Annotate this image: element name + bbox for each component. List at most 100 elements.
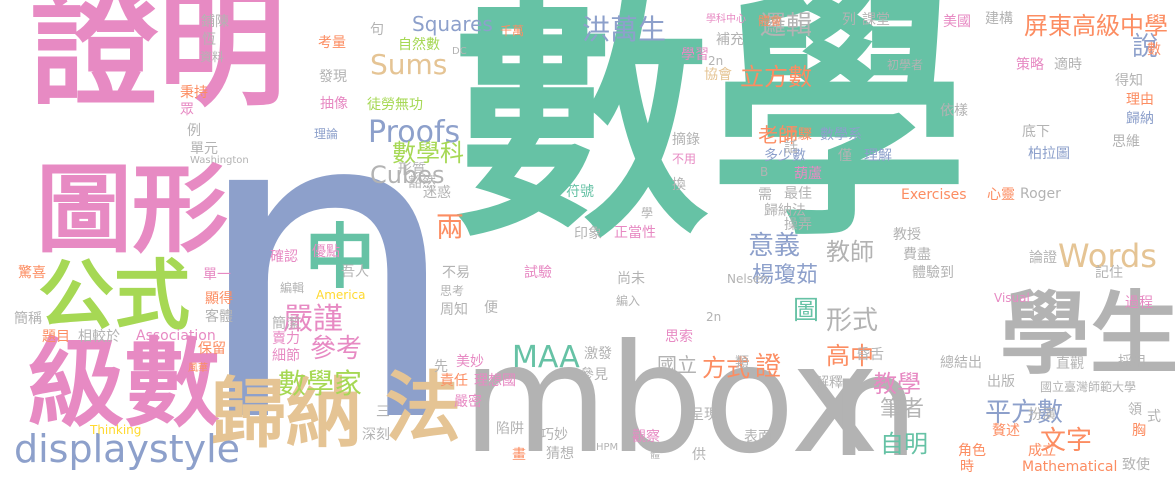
word-95: 豁然: [408, 175, 436, 191]
word-119: 體驗到: [912, 265, 954, 281]
word-94: 形質: [398, 162, 426, 178]
word-34: 國立: [657, 353, 697, 377]
word-120: 記住: [1095, 265, 1123, 281]
word-130: 便: [484, 300, 498, 316]
word-168: 深刻: [362, 427, 390, 443]
word-3: mbox: [462, 313, 880, 482]
word-98: 換: [672, 177, 686, 193]
word-12: displaystyle: [14, 427, 241, 471]
word-154: 責任: [440, 373, 468, 389]
word-109: 論證: [1029, 250, 1057, 266]
word-87: 恆: [202, 32, 216, 48]
word-96: 迷惑: [423, 185, 451, 201]
word-97: 符號: [566, 184, 594, 200]
word-63: 得知: [1115, 73, 1143, 89]
word-25: 參考: [310, 334, 363, 364]
word-175: 呈現: [690, 407, 718, 423]
word-2: 證明: [30, 0, 287, 124]
word-126: 編輯: [280, 281, 305, 295]
word-132: 簡潔: [272, 316, 300, 332]
word-16: Sums: [370, 48, 448, 81]
word-42: 老師: [758, 123, 798, 147]
word-32: 教學: [873, 370, 921, 398]
word-118: Nelsen: [727, 272, 768, 286]
word-10: 法: [385, 363, 461, 452]
word-146: 總結出: [940, 355, 982, 371]
word-92: 單元: [190, 141, 218, 157]
word-100: 正當性: [614, 225, 656, 241]
word-33: 方式: [702, 354, 750, 382]
word-72: 底下: [1022, 124, 1050, 140]
word-159: 式: [1147, 409, 1161, 425]
word-145: 昏舌: [856, 347, 884, 363]
word-56: 列: [842, 12, 856, 28]
word-18: 邏輯: [760, 11, 813, 41]
word-54: 體會: [758, 14, 783, 28]
word-29: Words: [1058, 237, 1157, 275]
word-90: 眾: [180, 102, 194, 118]
word-8: 歸納: [210, 369, 362, 458]
word-115: 不易: [442, 265, 470, 281]
word-105: 心靈: [987, 187, 1015, 203]
word-152: 理想國: [474, 373, 516, 389]
word-156: 解釋: [815, 375, 843, 391]
word-31: 高中: [826, 342, 874, 370]
word-64: 理由: [1126, 92, 1154, 108]
word-41: 證: [755, 352, 782, 382]
word-164: 致使: [1122, 457, 1150, 473]
word-81: B: [760, 165, 769, 179]
word-83: 補充: [716, 32, 744, 48]
word-102: 歸納法: [764, 203, 806, 219]
word-108: 費盡: [903, 247, 931, 263]
word-143: 參見: [580, 367, 608, 383]
word-131: 簡稱: [14, 311, 42, 327]
word-9: 公式: [38, 251, 190, 340]
word-14: Proofs: [368, 115, 461, 150]
word-135: 相較於: [78, 329, 120, 345]
word-13: MAA: [512, 340, 580, 375]
word-158: 領: [1128, 402, 1142, 418]
word-165: Mathematical: [1022, 459, 1118, 475]
word-53: 學科中心: [706, 14, 746, 25]
word-142: 激發: [584, 346, 612, 362]
word-153: 先: [434, 359, 448, 375]
word-70: 步驟: [784, 127, 812, 143]
word-46: 考量: [318, 35, 346, 51]
word-21: 數學科: [392, 139, 464, 167]
word-40: 圖: [793, 296, 820, 326]
word-27: 意義: [748, 231, 801, 261]
word-24: 數學家: [278, 367, 363, 400]
word-36: 自明: [880, 430, 928, 458]
word-167: 三: [376, 404, 390, 420]
word-149: 出版: [987, 374, 1015, 390]
word-66: 思維: [1112, 134, 1140, 150]
word-91: 例: [187, 123, 201, 139]
word-99: 學: [641, 206, 654, 220]
word-79: 最佳: [784, 186, 812, 202]
word-124: 客體: [205, 309, 233, 325]
word-86: 鋪陳: [201, 14, 229, 30]
word-161: 角色: [958, 443, 986, 459]
word-73: 多少數: [764, 148, 806, 164]
word-80: 葫蘆: [794, 166, 822, 182]
word-77: 話: [784, 140, 798, 156]
word-137: Association: [136, 328, 216, 344]
word-140: 思索: [665, 329, 693, 345]
word-38: 筆者: [880, 397, 925, 422]
word-113: 單一: [203, 267, 231, 283]
word-62: 數: [1147, 42, 1161, 58]
word-5: 圖形: [36, 154, 228, 266]
word-60: 策略: [1016, 57, 1044, 73]
word-138: 保留: [198, 341, 226, 357]
word-58: 建構: [985, 11, 1013, 27]
word-116: 試驗: [524, 265, 552, 281]
word-59: 初學者: [887, 58, 924, 72]
word-103: 操弄: [784, 217, 812, 233]
word-35: 平方數: [985, 398, 1064, 428]
word-169: 陷阱: [496, 421, 524, 437]
word-71: 依樣: [940, 103, 968, 119]
word-20: 說: [1132, 32, 1159, 62]
word-69: 數學系: [820, 127, 862, 143]
word-110: 驚喜: [18, 265, 46, 281]
word-39: 楊瓊茹: [752, 263, 819, 288]
